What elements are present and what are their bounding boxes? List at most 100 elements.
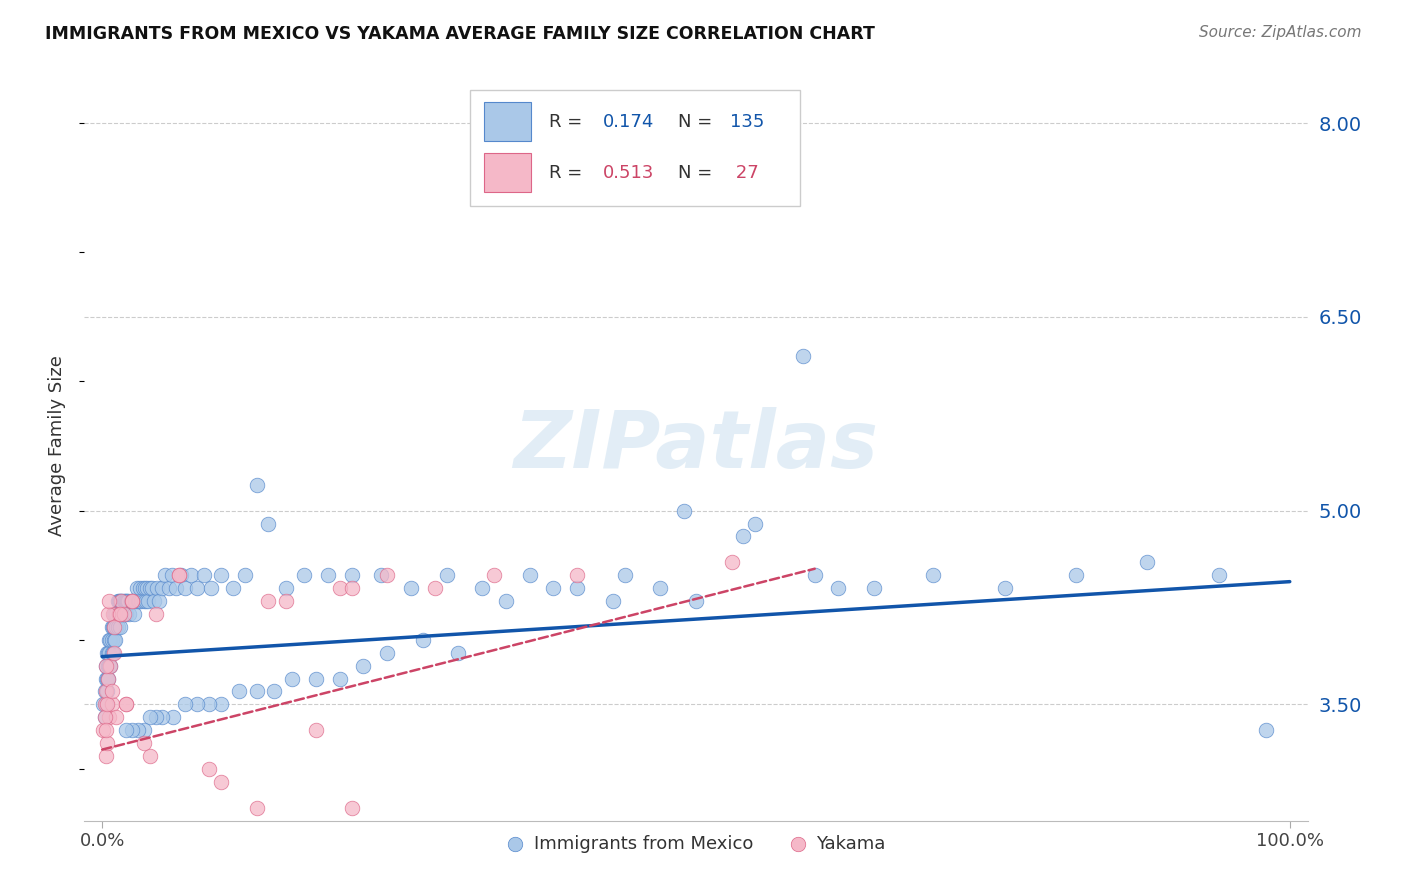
Point bbox=[169, 568, 191, 582]
Point bbox=[233, 568, 256, 582]
Point bbox=[94, 672, 117, 686]
Point bbox=[134, 581, 156, 595]
Point bbox=[96, 736, 118, 750]
Point bbox=[157, 581, 180, 595]
Point bbox=[121, 594, 143, 608]
Text: 27: 27 bbox=[730, 163, 759, 181]
Point bbox=[138, 710, 160, 724]
Point bbox=[94, 749, 117, 764]
Text: 135: 135 bbox=[730, 112, 765, 130]
Point bbox=[276, 594, 298, 608]
Point bbox=[145, 607, 167, 621]
Point bbox=[115, 698, 138, 712]
Point bbox=[111, 594, 134, 608]
Point bbox=[100, 658, 122, 673]
Text: 0.513: 0.513 bbox=[603, 163, 654, 181]
Point bbox=[519, 568, 541, 582]
Point bbox=[673, 503, 696, 517]
Point bbox=[124, 594, 146, 608]
Point bbox=[340, 801, 363, 815]
Point bbox=[143, 594, 166, 608]
Point bbox=[994, 581, 1017, 595]
Point bbox=[1064, 568, 1087, 582]
Point bbox=[100, 684, 122, 698]
Point bbox=[128, 594, 150, 608]
Point bbox=[98, 646, 121, 660]
Point bbox=[96, 672, 118, 686]
Point bbox=[146, 581, 169, 595]
Point bbox=[114, 607, 136, 621]
Point bbox=[93, 710, 115, 724]
Point bbox=[100, 658, 122, 673]
Point bbox=[245, 684, 267, 698]
Point bbox=[103, 646, 125, 660]
Point bbox=[567, 568, 589, 582]
Point bbox=[245, 801, 267, 815]
FancyBboxPatch shape bbox=[484, 102, 531, 141]
Point bbox=[340, 581, 363, 595]
Point bbox=[94, 658, 117, 673]
Point bbox=[93, 710, 115, 724]
Point bbox=[827, 581, 849, 595]
Point bbox=[107, 607, 129, 621]
Point bbox=[329, 581, 352, 595]
Point bbox=[257, 594, 280, 608]
Point bbox=[150, 710, 173, 724]
Point bbox=[103, 620, 125, 634]
Point bbox=[108, 594, 131, 608]
Point bbox=[150, 581, 173, 595]
Point bbox=[100, 632, 122, 647]
Point bbox=[162, 568, 184, 582]
Point bbox=[762, 180, 785, 194]
Text: 0.174: 0.174 bbox=[603, 112, 654, 130]
Point bbox=[174, 698, 197, 712]
Point bbox=[97, 672, 120, 686]
Y-axis label: Average Family Size: Average Family Size bbox=[48, 356, 66, 536]
Point bbox=[162, 710, 184, 724]
Point bbox=[101, 620, 124, 634]
Point bbox=[567, 581, 589, 595]
Point bbox=[103, 607, 125, 621]
Point bbox=[105, 620, 128, 634]
Point bbox=[447, 646, 470, 660]
Text: IMMIGRANTS FROM MEXICO VS YAKAMA AVERAGE FAMILY SIZE CORRELATION CHART: IMMIGRANTS FROM MEXICO VS YAKAMA AVERAGE… bbox=[45, 25, 875, 43]
Point bbox=[105, 607, 128, 621]
Point bbox=[125, 581, 148, 595]
Point bbox=[101, 646, 124, 660]
Point bbox=[110, 607, 132, 621]
Point bbox=[127, 594, 149, 608]
Point bbox=[495, 594, 517, 608]
Point bbox=[245, 477, 267, 491]
Point bbox=[100, 632, 122, 647]
Text: N =: N = bbox=[678, 163, 717, 181]
Point bbox=[112, 607, 135, 621]
Text: ZIPatlas: ZIPatlas bbox=[513, 407, 879, 485]
Point bbox=[720, 555, 742, 569]
Point bbox=[132, 736, 155, 750]
Point bbox=[803, 568, 825, 582]
Point bbox=[1254, 723, 1277, 738]
Point bbox=[96, 684, 118, 698]
Point bbox=[93, 698, 115, 712]
Point bbox=[122, 607, 145, 621]
Point bbox=[257, 516, 280, 531]
Point bbox=[97, 672, 120, 686]
Point bbox=[198, 698, 221, 712]
Point bbox=[340, 568, 363, 582]
Point bbox=[135, 594, 157, 608]
Point bbox=[107, 594, 129, 608]
Point bbox=[121, 723, 143, 738]
Point bbox=[107, 594, 129, 608]
Point bbox=[122, 594, 145, 608]
Point bbox=[117, 594, 139, 608]
Point bbox=[399, 581, 422, 595]
Point bbox=[375, 646, 398, 660]
Point bbox=[138, 749, 160, 764]
Point bbox=[352, 658, 374, 673]
Point bbox=[174, 581, 197, 595]
Point bbox=[131, 594, 153, 608]
Point bbox=[209, 568, 232, 582]
Point bbox=[292, 568, 315, 582]
Point bbox=[209, 775, 232, 789]
Point bbox=[96, 698, 118, 712]
